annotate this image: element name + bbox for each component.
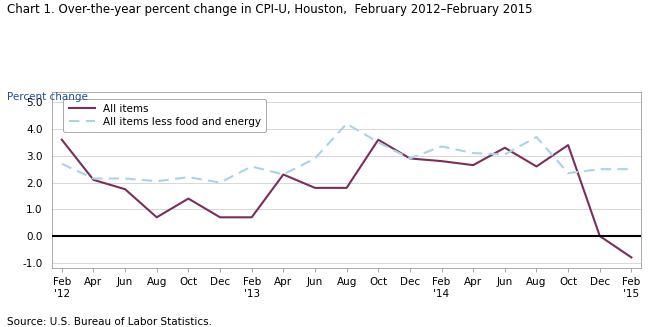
All items	[438, 159, 445, 163]
All items	[216, 215, 224, 219]
All items less food and energy	[279, 173, 287, 177]
All items	[153, 215, 161, 219]
All items less food and energy	[184, 175, 192, 179]
Text: Percent change: Percent change	[7, 92, 88, 102]
All items less food and energy	[470, 151, 477, 155]
All items	[470, 163, 477, 167]
All items less food and energy	[90, 177, 97, 181]
All items less food and energy	[153, 179, 161, 183]
All items less food and energy	[627, 167, 635, 171]
Legend: All items, All items less food and energy: All items, All items less food and energ…	[63, 98, 266, 132]
All items	[90, 178, 97, 182]
All items	[532, 164, 540, 168]
All items less food and energy	[596, 167, 604, 171]
All items less food and energy	[311, 157, 319, 161]
All items	[627, 255, 635, 259]
All items	[596, 234, 604, 238]
All items less food and energy	[374, 140, 382, 144]
Text: Source: U.S. Bureau of Labor Statistics.: Source: U.S. Bureau of Labor Statistics.	[7, 317, 211, 327]
All items less food and energy	[216, 181, 224, 184]
All items	[374, 138, 382, 142]
All items	[311, 186, 319, 190]
Line: All items less food and energy: All items less food and energy	[62, 124, 631, 182]
All items less food and energy	[438, 145, 445, 148]
All items less food and energy	[58, 162, 66, 166]
Line: All items: All items	[62, 140, 631, 257]
All items less food and energy	[343, 122, 351, 126]
All items	[406, 157, 414, 161]
All items less food and energy	[248, 164, 256, 168]
All items	[58, 138, 66, 142]
All items	[501, 146, 509, 150]
All items	[564, 143, 572, 147]
All items	[184, 197, 192, 200]
All items	[279, 173, 287, 177]
All items less food and energy	[501, 152, 509, 156]
All items less food and energy	[564, 171, 572, 175]
All items	[343, 186, 351, 190]
All items less food and energy	[406, 157, 414, 161]
All items less food and energy	[121, 177, 129, 181]
All items	[121, 187, 129, 191]
All items	[248, 215, 256, 219]
All items less food and energy	[532, 135, 540, 139]
Text: Chart 1. Over-the-year percent change in CPI-U, Houston,  February 2012–February: Chart 1. Over-the-year percent change in…	[7, 3, 532, 16]
